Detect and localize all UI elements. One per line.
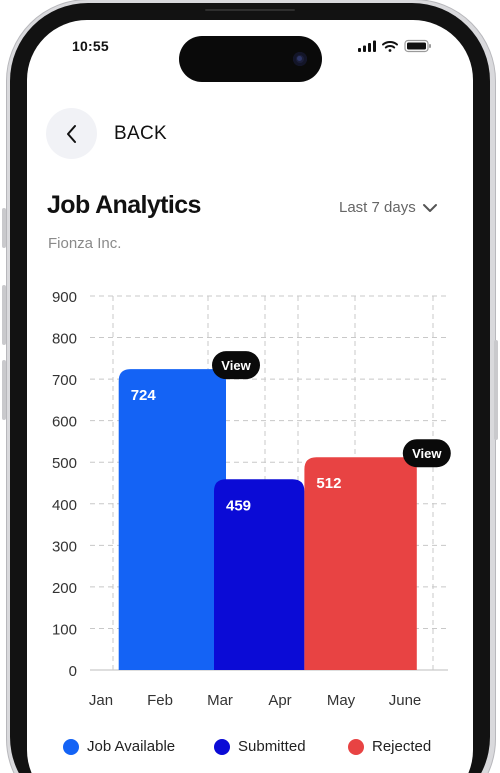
legend-dot <box>348 738 364 755</box>
chart-legend: Job Available Submitted Rejected <box>0 738 500 760</box>
x-tick-label: June <box>389 692 422 709</box>
view-tag[interactable]: View <box>212 351 260 380</box>
view-tag-bg <box>402 439 451 468</box>
legend-label: Submitted <box>238 738 306 755</box>
y-tick-label: 400 <box>52 497 77 514</box>
view-tag-label: View <box>221 358 251 373</box>
bar-value-label: 459 <box>226 497 251 514</box>
chevron-down-icon <box>422 203 437 212</box>
wifi-icon <box>382 40 398 52</box>
battery-icon <box>404 39 431 53</box>
legend-label: Rejected <box>372 738 432 755</box>
volume-up-button <box>2 285 6 345</box>
legend-dot <box>63 738 79 755</box>
company-name: Fionza Inc. <box>48 235 122 252</box>
legend-item-submitted: Submitted <box>214 738 306 755</box>
x-tick-label: Apr <box>268 692 291 709</box>
camera-icon <box>293 52 307 66</box>
speaker-grille <box>205 9 295 11</box>
y-tick-label: 700 <box>52 372 77 389</box>
view-tag-bg <box>212 351 260 380</box>
y-tick-label: 200 <box>52 580 77 597</box>
y-tick-label: 900 <box>52 289 77 306</box>
legend-item-job-available: Job Available <box>63 738 175 755</box>
bar-job-available <box>118 369 226 670</box>
back-button[interactable] <box>46 108 97 159</box>
legend-dot <box>214 738 230 755</box>
y-tick-label: 500 <box>52 455 77 472</box>
view-tag-label: View <box>412 446 442 461</box>
y-tick-label: 0 <box>69 663 77 680</box>
status-icons <box>358 38 433 54</box>
bar-value-label: 512 <box>316 475 341 492</box>
page-title: Job Analytics <box>47 191 201 219</box>
legend-label: Job Available <box>87 738 176 755</box>
bar-value-label: 724 <box>131 387 157 404</box>
x-tick-label: Mar <box>207 692 233 709</box>
bar-rejected <box>304 457 417 670</box>
volume-down-button <box>2 360 6 420</box>
x-tick-label: Feb <box>147 692 173 709</box>
back-label[interactable]: BACK <box>114 123 167 144</box>
action-button <box>2 208 6 248</box>
legend-item-rejected: Rejected <box>348 738 431 755</box>
y-tick-label: 800 <box>52 331 77 348</box>
bar-submitted <box>214 479 305 670</box>
chevron-left-icon <box>66 124 76 143</box>
x-tick-label: Jan <box>89 692 113 709</box>
y-tick-label: 100 <box>52 621 77 638</box>
dynamic-island <box>179 36 322 82</box>
y-tick-label: 600 <box>52 414 77 431</box>
view-tag[interactable]: View <box>402 439 451 468</box>
y-tick-label: 300 <box>52 538 77 555</box>
signal-icon <box>358 40 376 52</box>
x-tick-label: May <box>327 692 356 709</box>
power-button <box>494 340 498 440</box>
status-time: 10:55 <box>72 38 109 54</box>
date-range-dropdown[interactable]: Last 7 days <box>339 199 438 216</box>
date-range-label: Last 7 days <box>339 199 416 216</box>
